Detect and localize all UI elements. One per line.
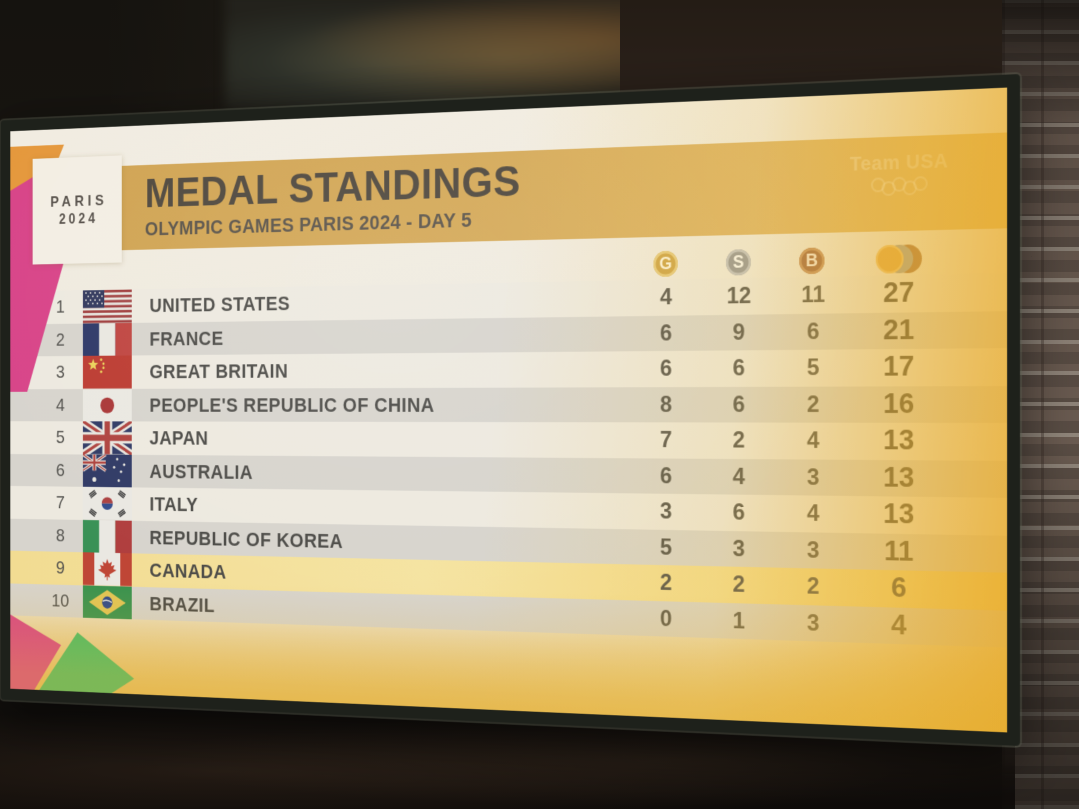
country-name: BRAZIL [149, 592, 215, 617]
olympic-rings-icon [837, 175, 962, 197]
page-title: MEDAL STANDINGS [144, 155, 521, 217]
rank-cell: 4 [55, 394, 65, 415]
gold-count: 0 [660, 605, 673, 632]
gold-count: 4 [660, 284, 673, 311]
canada-flag-icon [82, 552, 132, 587]
bronze-count: 3 [806, 463, 820, 491]
standings-row: 4 PEOPLE'S REPUBLIC OF CHINA 8 6 2 16 [10, 385, 1008, 423]
rank-cell: 5 [55, 427, 65, 448]
rank-cell: 3 [55, 362, 65, 383]
silver-count: 6 [732, 355, 746, 382]
gold-count: 2 [660, 569, 673, 596]
paris-2024-logo: PARIS 2024 [32, 155, 122, 265]
title-band: MEDAL STANDINGS OLYMPIC GAMES PARIS 2024… [10, 132, 1008, 253]
rank-cell: 7 [55, 492, 65, 513]
silver-count: 1 [732, 607, 746, 634]
total-count: 27 [883, 276, 915, 309]
united-states-flag-icon [82, 289, 132, 324]
gold-count: 6 [660, 319, 673, 346]
logo-text-2024: 2024 [58, 211, 98, 228]
rank-cell: 8 [55, 525, 65, 546]
silver-count: 9 [732, 319, 746, 346]
logo-text-paris: PARIS [50, 191, 108, 211]
bronze-count: 3 [806, 609, 820, 637]
country-name: GREAT BRITAIN [149, 359, 289, 383]
silver-count: 12 [726, 282, 752, 310]
total-count: 13 [883, 498, 915, 531]
total-count: 13 [883, 461, 915, 494]
watermark-text: Team USA [849, 150, 949, 176]
standings-table: 1 UNITED STATES 4 12 11 27 2 FRANCE 6 9 … [10, 273, 1008, 648]
tv-screen: MEDAL STANDINGS OLYMPIC GAMES PARIS 2024… [10, 87, 1008, 733]
country-name: AUSTRALIA [149, 459, 253, 484]
gold-count: 5 [660, 534, 673, 561]
tv-frame: MEDAL STANDINGS OLYMPIC GAMES PARIS 2024… [0, 74, 1020, 746]
bronze-count: 5 [806, 354, 820, 381]
italy-flag-icon [82, 519, 132, 554]
bronze-count: 11 [801, 281, 826, 309]
bronze-count: 2 [806, 573, 820, 600]
country-name: CANADA [149, 559, 227, 584]
china-flag-icon [82, 355, 132, 389]
rank-cell: 9 [55, 557, 65, 578]
gold-count: 8 [660, 391, 673, 418]
silver-count: 2 [732, 571, 746, 598]
country-name: FRANCE [149, 326, 224, 350]
bronze-count: 6 [806, 318, 820, 345]
silver-medal-icon: S [726, 249, 751, 276]
country-name: REPUBLIC OF KOREA [149, 525, 344, 553]
bronze-count: 3 [806, 536, 820, 564]
country-name: PEOPLE'S REPUBLIC OF CHINA [149, 392, 435, 416]
bronze-count: 4 [806, 427, 820, 454]
bronze-medal-icon: B [799, 247, 825, 275]
total-count: 21 [883, 313, 915, 346]
gold-count: 6 [660, 462, 673, 489]
great-britain-flag-icon [82, 421, 132, 455]
gold-count: 3 [660, 498, 673, 525]
total-count: 16 [883, 387, 915, 420]
bronze-count: 4 [806, 500, 820, 527]
gold-count: 6 [660, 355, 673, 382]
south-korea-flag-icon [82, 486, 132, 521]
country-name: JAPAN [149, 426, 209, 450]
silver-count: 6 [732, 391, 746, 418]
rank-cell: 10 [51, 590, 70, 611]
silver-count: 4 [732, 463, 746, 490]
total-count: 6 [890, 572, 907, 604]
japan-flag-icon [82, 388, 132, 422]
total-count: 4 [890, 608, 907, 641]
total-medals-icon [875, 244, 922, 274]
silver-count: 2 [732, 427, 746, 454]
total-count: 11 [884, 535, 914, 568]
total-count: 17 [883, 350, 915, 383]
rank-cell: 6 [55, 459, 65, 481]
gold-medal-icon: G [653, 250, 678, 277]
brazil-flag-icon [82, 584, 132, 620]
country-name: UNITED STATES [149, 291, 291, 317]
france-flag-icon [82, 322, 132, 356]
silver-count: 3 [732, 535, 746, 562]
country-name: ITALY [149, 492, 199, 516]
team-usa-watermark: Team USA [837, 150, 962, 217]
australia-flag-icon [82, 454, 132, 488]
bronze-count: 2 [806, 391, 820, 418]
total-count: 13 [883, 424, 915, 457]
silver-count: 6 [732, 499, 746, 526]
gold-count: 7 [660, 427, 673, 453]
